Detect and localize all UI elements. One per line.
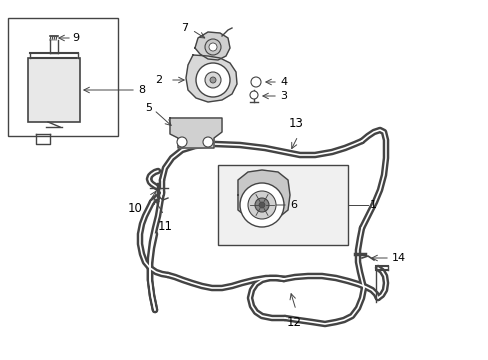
Circle shape (196, 63, 229, 97)
Circle shape (208, 43, 217, 51)
Text: 6: 6 (289, 200, 296, 210)
Text: 10: 10 (128, 202, 142, 215)
Text: 12: 12 (286, 316, 301, 329)
Circle shape (209, 77, 216, 83)
Text: 13: 13 (288, 117, 303, 130)
Circle shape (204, 39, 221, 55)
Text: 14: 14 (391, 253, 406, 263)
Circle shape (240, 183, 284, 227)
Text: 4: 4 (280, 77, 286, 87)
Circle shape (250, 77, 261, 87)
Text: 8: 8 (138, 85, 145, 95)
Text: 5: 5 (145, 103, 152, 113)
Circle shape (204, 72, 221, 88)
Circle shape (249, 91, 258, 99)
Text: 2: 2 (155, 75, 162, 85)
Text: 3: 3 (280, 91, 286, 101)
Bar (8, 18, 118, 136)
Circle shape (254, 198, 268, 212)
Polygon shape (238, 170, 289, 220)
Text: 1: 1 (369, 200, 376, 210)
Bar (218, 165, 347, 245)
Circle shape (177, 137, 186, 147)
Text: 7: 7 (181, 23, 187, 33)
Text: 9: 9 (72, 33, 79, 43)
Circle shape (259, 202, 264, 208)
Circle shape (203, 137, 213, 147)
Bar (28, 58, 80, 122)
Text: 11: 11 (157, 220, 172, 233)
Polygon shape (170, 118, 222, 148)
Polygon shape (195, 32, 229, 60)
Polygon shape (185, 55, 237, 102)
Circle shape (247, 191, 275, 219)
